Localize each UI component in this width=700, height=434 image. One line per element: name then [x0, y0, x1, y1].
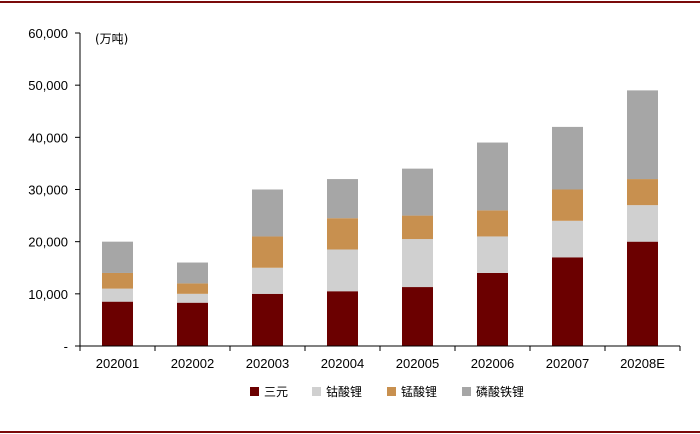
bar-segment-2 — [327, 249, 358, 292]
bar-segment-4 — [102, 241, 133, 273]
y-axis: - 10,000 20,000 30,000 40,000 50,000 60,000 — [28, 26, 81, 354]
x-tick-label: 202005 — [396, 356, 439, 371]
bar-segment-1 — [327, 291, 358, 346]
y-unit-label: (万吨) — [95, 32, 128, 46]
y-tick-label: - — [64, 339, 68, 354]
x-axis: 202001 202002 202003 202004 202005 202006 2020… — [79, 345, 681, 371]
legend-swatch — [312, 387, 321, 396]
x-tick-label: 202006 — [471, 356, 514, 371]
bar-segment-3 — [327, 218, 358, 250]
bar-segment-2 — [477, 236, 508, 273]
x-tick-label: 202001 — [96, 356, 139, 371]
bar-segment-3 — [552, 189, 583, 221]
legend-swatch — [250, 387, 259, 396]
x-tick-label: 202002 — [171, 356, 214, 371]
bar-segment-3 — [627, 179, 658, 206]
legend: 三元 钴酸锂 锰酸锂 磷酸铁锂 — [250, 384, 524, 399]
x-tick-label: 202004 — [321, 356, 364, 371]
legend-label: 磷酸铁锂 — [476, 384, 524, 399]
bar-segment-2 — [402, 239, 433, 288]
bar-segment-1 — [252, 293, 283, 346]
legend-swatch — [387, 387, 396, 396]
bar-segment-1 — [177, 302, 208, 346]
bar-segment-1 — [402, 287, 433, 346]
y-tick-label: 60,000 — [28, 26, 68, 41]
y-tick-label: 10,000 — [28, 287, 68, 302]
bar-segment-2 — [102, 288, 133, 302]
bottom-border-line — [0, 431, 700, 433]
bar-segment-4 — [177, 262, 208, 284]
bar-segment-4 — [327, 179, 358, 219]
x-tick-label: 202003 — [246, 356, 289, 371]
legend-label: 钴酸锂 — [326, 384, 362, 399]
bar-segment-2 — [177, 293, 208, 303]
legend-label: 三元 — [264, 385, 288, 399]
bar-segment-3 — [477, 210, 508, 237]
legend-label: 锰酸锂 — [401, 384, 437, 399]
bar-segment-2 — [252, 267, 283, 294]
x-tick-label: 20208E — [620, 356, 665, 371]
bar-segment-3 — [402, 215, 433, 240]
top-border-line — [0, 1, 700, 3]
y-tick-label: 50,000 — [28, 78, 68, 93]
bar-segment-4 — [402, 168, 433, 216]
bar-segment-4 — [477, 142, 508, 211]
legend-swatch — [462, 387, 471, 396]
y-tick-label: 20,000 — [28, 235, 68, 250]
bar-segment-4 — [552, 126, 583, 190]
bar-segment-1 — [552, 257, 583, 346]
bar-segment-3 — [252, 236, 283, 268]
bar-segment-1 — [477, 272, 508, 346]
bar-segment-4 — [627, 90, 658, 180]
bar-segment-4 — [252, 189, 283, 237]
y-tick-label: 40,000 — [28, 130, 68, 145]
bar-segment-1 — [102, 301, 133, 346]
bar-segment-3 — [177, 283, 208, 294]
bars-group — [102, 90, 658, 346]
y-tick-label: 30,000 — [28, 183, 68, 198]
bar-segment-1 — [627, 241, 658, 346]
bar-segment-2 — [627, 205, 658, 242]
bar-segment-3 — [102, 272, 133, 289]
x-tick-label: 202007 — [546, 356, 589, 371]
bar-segment-2 — [552, 220, 583, 258]
